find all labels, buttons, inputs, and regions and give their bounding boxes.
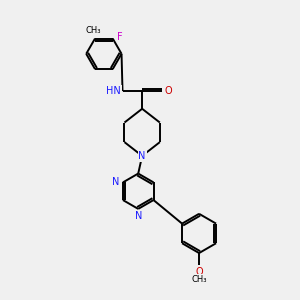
Text: CH₃: CH₃ bbox=[191, 275, 207, 284]
Text: CH₃: CH₃ bbox=[85, 26, 101, 35]
Text: N: N bbox=[134, 211, 142, 221]
Text: F: F bbox=[117, 32, 122, 42]
Text: O: O bbox=[195, 267, 203, 277]
Text: N: N bbox=[112, 177, 120, 188]
Text: N: N bbox=[139, 151, 146, 161]
Text: HN: HN bbox=[106, 86, 121, 96]
Text: O: O bbox=[165, 86, 172, 96]
